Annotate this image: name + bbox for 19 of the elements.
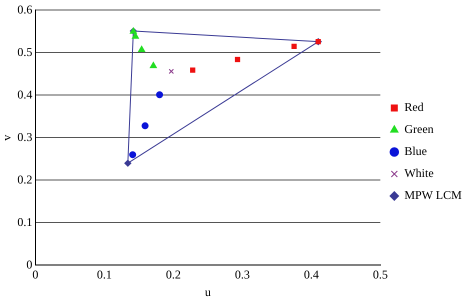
legend-label: Red xyxy=(404,100,424,114)
legend-label: MPW LCM xyxy=(404,188,462,202)
x-tick-label: 0.3 xyxy=(234,268,250,282)
y-tick-label: 0.6 xyxy=(17,2,32,16)
x-tick-label: 0.5 xyxy=(372,268,388,282)
x-tick-label: 0.4 xyxy=(304,268,319,282)
y-tick-label: 0.3 xyxy=(17,130,32,144)
legend-label: Blue xyxy=(404,144,427,158)
x-axis-title: u xyxy=(204,284,211,299)
y-tick-label: 0.5 xyxy=(17,44,32,59)
y-tick-label: 0.2 xyxy=(17,172,32,186)
y-tick-label: 0 xyxy=(26,257,32,272)
y-tick-label: 0.1 xyxy=(17,214,32,229)
y-axis-title: v xyxy=(0,134,14,141)
y-tick-label: 0.4 xyxy=(17,87,32,102)
legend-label: White xyxy=(404,166,434,180)
x-tick-label: 0.1 xyxy=(96,268,112,282)
x-tick-label: 0.2 xyxy=(166,268,181,282)
legend-label: Green xyxy=(404,122,434,136)
